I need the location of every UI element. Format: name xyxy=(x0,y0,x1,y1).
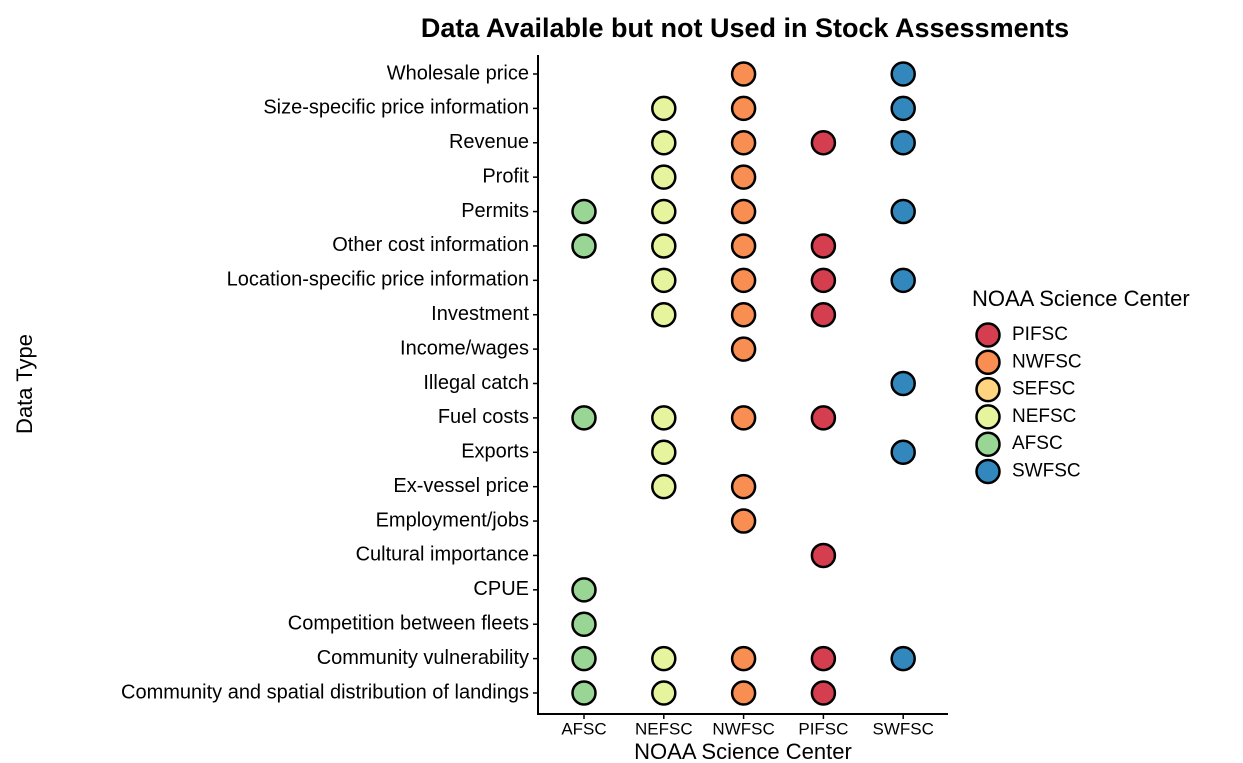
dot xyxy=(730,130,757,156)
dot xyxy=(730,405,757,431)
x-tick-label: NEFSC xyxy=(635,719,693,738)
dot xyxy=(651,680,677,706)
dot xyxy=(890,61,916,87)
y-tick-label: Ex-vessel price xyxy=(393,475,529,497)
x-axis-title: NOAA Science Center xyxy=(634,739,852,763)
y-tick-label: Other cost information xyxy=(332,234,529,256)
dot xyxy=(730,198,757,225)
dot xyxy=(890,198,916,225)
dot xyxy=(651,233,677,259)
dot xyxy=(890,130,916,156)
y-tick-label: Community vulnerability xyxy=(317,647,529,669)
y-tick-label: Revenue xyxy=(449,131,529,153)
dot xyxy=(730,164,757,190)
legend-swatch xyxy=(975,404,1001,430)
legend-swatch xyxy=(975,431,1001,457)
y-tick-label: Community and spatial distribution of la… xyxy=(121,681,529,703)
legend-swatch xyxy=(975,322,1001,348)
y-tick-label: Employment/jobs xyxy=(376,509,529,531)
dot xyxy=(810,301,837,328)
dot xyxy=(730,267,757,294)
dot xyxy=(890,439,916,466)
y-tick-label: Permits xyxy=(461,200,529,222)
legend-swatch xyxy=(975,458,1001,485)
legend-label: NEFSC xyxy=(1012,406,1076,427)
legend-swatch xyxy=(975,349,1001,376)
dot xyxy=(571,233,597,259)
dot xyxy=(730,680,757,706)
dot xyxy=(730,473,757,500)
dot xyxy=(810,233,837,259)
dot xyxy=(651,645,677,672)
x-tick-label: NWFSC xyxy=(712,719,774,738)
legend-label: PIFSC xyxy=(1012,324,1068,345)
dot xyxy=(571,198,597,225)
chart-title: Data Available but not Used in Stock Ass… xyxy=(421,13,1069,43)
y-tick-label: Income/wages xyxy=(400,337,529,359)
dot xyxy=(810,645,837,672)
y-tick-label: Fuel costs xyxy=(438,406,529,428)
y-tick-label: Profit xyxy=(482,165,529,187)
dot xyxy=(730,95,757,122)
dot xyxy=(730,301,757,328)
y-tick-label: Cultural importance xyxy=(356,544,529,566)
y-tick-label: Exports xyxy=(461,441,529,463)
dot xyxy=(890,370,916,397)
dot xyxy=(571,645,597,672)
y-tick-label: Size-specific price information xyxy=(263,97,529,119)
dot xyxy=(571,405,597,431)
y-tick-label: Illegal catch xyxy=(423,372,529,394)
legend-label: SEFSC xyxy=(1012,379,1075,400)
y-tick-label: Competition between fleets xyxy=(288,613,529,635)
x-tick-label: SWFSC xyxy=(873,719,934,738)
dot xyxy=(730,508,757,534)
y-tick-label: CPUE xyxy=(473,578,529,600)
dot xyxy=(571,680,597,706)
dot xyxy=(651,473,677,500)
dot xyxy=(651,95,677,122)
x-tick-label: AFSC xyxy=(561,719,606,738)
dot xyxy=(730,233,757,259)
dot xyxy=(730,645,757,672)
y-tick-label: Wholesale price xyxy=(387,62,529,84)
dot xyxy=(651,267,677,294)
legend-label: NWFSC xyxy=(1012,351,1082,372)
dot xyxy=(571,577,597,603)
dot xyxy=(810,542,837,569)
dot xyxy=(810,680,837,706)
x-tick-label: PIFSC xyxy=(798,719,848,738)
legend-swatch xyxy=(975,376,1001,403)
dot xyxy=(651,164,677,190)
dot xyxy=(810,405,837,431)
dot xyxy=(890,267,916,294)
legend-label: AFSC xyxy=(1012,433,1063,454)
y-axis-title: Data Type xyxy=(12,334,37,434)
y-tick-label: Location-specific price information xyxy=(227,269,529,291)
dot xyxy=(730,336,757,362)
dot xyxy=(571,611,597,637)
legend-title: NOAA Science Center xyxy=(972,286,1190,311)
dot xyxy=(651,301,677,328)
dot xyxy=(890,95,916,122)
dot xyxy=(810,130,837,156)
dot xyxy=(651,130,677,156)
dot xyxy=(730,61,757,87)
dot xyxy=(890,645,916,672)
dot xyxy=(651,198,677,225)
dot xyxy=(810,267,837,294)
y-tick-label: Investment xyxy=(431,303,529,325)
dot xyxy=(651,405,677,431)
legend-label: SWFSC xyxy=(1012,461,1081,482)
dot xyxy=(651,439,677,466)
